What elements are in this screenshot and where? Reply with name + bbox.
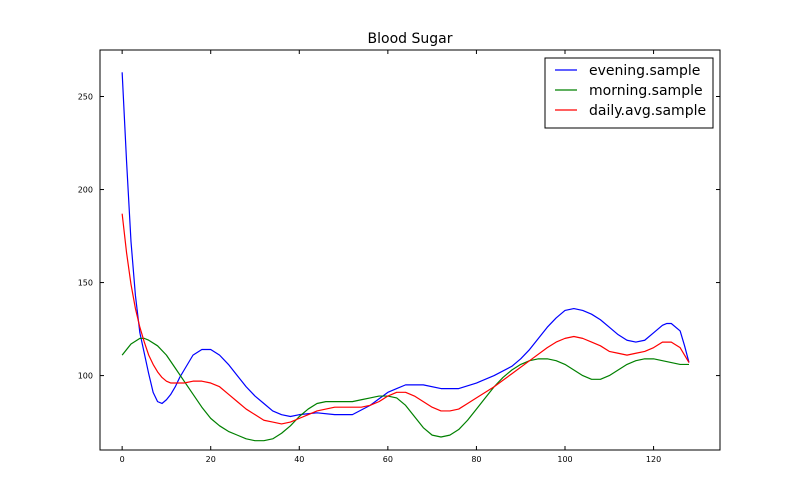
series-line-evening.sample <box>121 72 690 418</box>
x-tick-label: 20 <box>206 455 216 464</box>
series-line-daily.avg.sample <box>121 213 690 425</box>
legend: evening.sample morning.sample daily.avg.sa… <box>544 57 714 129</box>
chart-title: Blood Sugar <box>368 31 453 47</box>
legend-label: daily.avg.sample <box>589 103 706 119</box>
x-axis: 0 20 40 60 80 100 120 <box>120 50 661 464</box>
plot-frame <box>99 49 721 451</box>
x-tick-label: 40 <box>294 455 304 464</box>
legend-label: morning.sample <box>589 83 703 99</box>
x-tick-label: 60 <box>383 455 393 464</box>
plot-lines <box>121 72 690 442</box>
y-tick-label: 200 <box>78 186 93 195</box>
x-tick-label: 0 <box>120 455 125 464</box>
x-tick-label: 80 <box>471 455 481 464</box>
legend-label: evening.sample <box>589 63 700 79</box>
y-tick-label: 150 <box>78 279 93 288</box>
x-tick-label: 100 <box>557 455 572 464</box>
series-line-morning.sample <box>121 337 689 442</box>
y-tick-label: 250 <box>78 93 93 102</box>
y-axis: 100 150 200 250 <box>78 93 720 381</box>
y-tick-label: 100 <box>78 372 93 381</box>
x-tick-label: 120 <box>646 455 661 464</box>
